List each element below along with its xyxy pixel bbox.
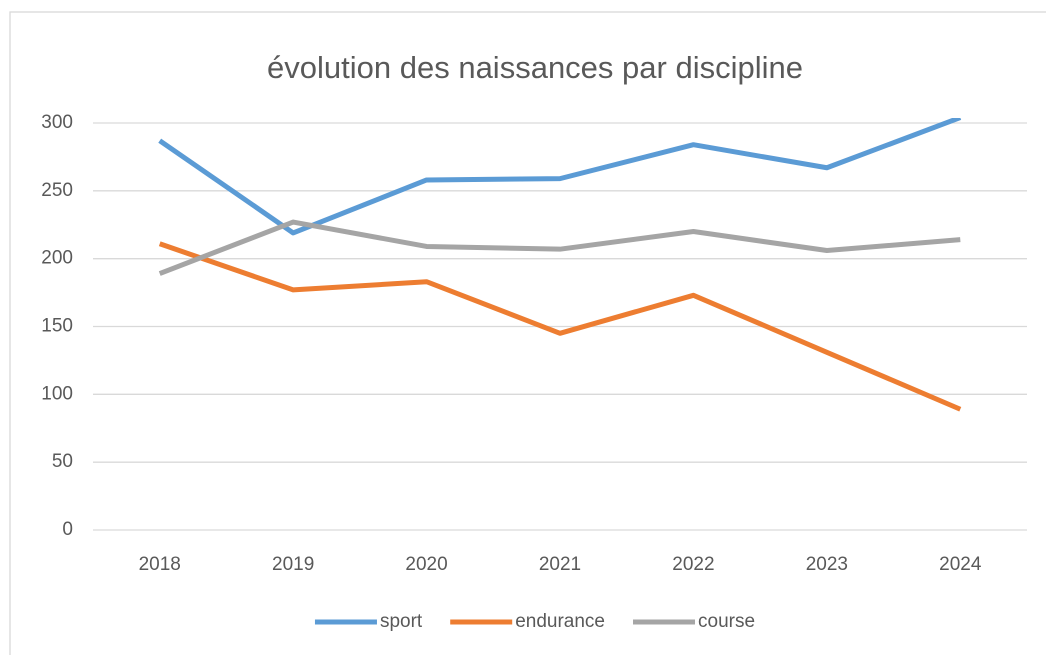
x-tick-label: 2023 bbox=[806, 554, 848, 575]
x-tick-label: 2020 bbox=[405, 554, 447, 575]
legend-label: sport bbox=[380, 611, 423, 632]
y-tick-label: 300 bbox=[41, 112, 73, 133]
chart-border bbox=[9, 11, 1046, 655]
x-tick-label: 2019 bbox=[272, 554, 314, 575]
y-tick-label: 150 bbox=[41, 316, 73, 337]
chart-title: évolution des naissances par discipline bbox=[267, 50, 803, 85]
y-tick-label: 50 bbox=[52, 451, 73, 472]
y-tick-label: 250 bbox=[41, 180, 73, 201]
y-tick-label: 0 bbox=[62, 519, 73, 540]
y-tick-label: 200 bbox=[41, 248, 73, 269]
series-line bbox=[158, 118, 962, 236]
x-tick-label: 2021 bbox=[539, 554, 581, 575]
legend-label: endurance bbox=[515, 611, 605, 632]
x-tick-label: 2022 bbox=[672, 554, 714, 575]
y-tick-label: 100 bbox=[41, 383, 73, 404]
legend-label: course bbox=[698, 611, 755, 632]
x-tick-label: 2018 bbox=[139, 554, 181, 575]
x-tick-label: 2024 bbox=[939, 554, 982, 575]
series-line bbox=[158, 241, 962, 412]
series-line bbox=[158, 219, 961, 276]
